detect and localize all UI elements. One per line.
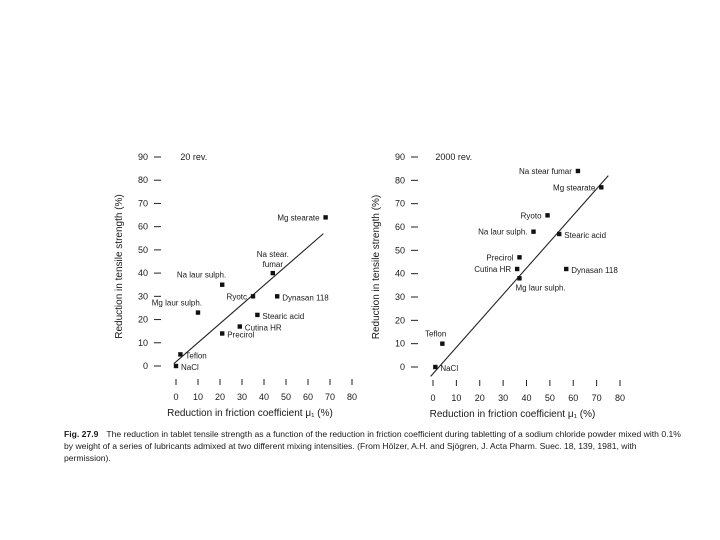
point-label-teflon: Teflon bbox=[185, 351, 206, 360]
y-tick-label: 0 bbox=[400, 362, 405, 372]
data-point-precirol bbox=[517, 255, 522, 260]
y-axis-label: Reduction in tensile strength (%) bbox=[371, 195, 382, 340]
y-tick-label: 30 bbox=[138, 291, 148, 301]
x-tick-label: 20 bbox=[475, 393, 485, 403]
data-point-mg-laur-sulph bbox=[195, 310, 201, 315]
x-tick-label: 30 bbox=[237, 392, 247, 402]
regression-line bbox=[173, 233, 324, 365]
x-tick-label: 80 bbox=[347, 392, 357, 402]
x-tick-label: 50 bbox=[281, 392, 291, 402]
point-label-dynasan-118: Dynasan 118 bbox=[282, 293, 329, 302]
y-tick-label: 80 bbox=[138, 175, 148, 185]
chart-panel-2000-rev: 0 10 20 30 40 50 60 70 80 90 0 10 20 30 40 50 60 70 80 2000… bbox=[371, 152, 625, 420]
point-label-nacl: NaCl bbox=[440, 364, 458, 373]
x-tick-label: 10 bbox=[193, 392, 203, 402]
y-tick-label: 70 bbox=[138, 198, 148, 208]
data-point-na-stear-fumar bbox=[575, 168, 581, 174]
data-point-na-laur-sulph bbox=[220, 282, 225, 287]
y-tick-label: 80 bbox=[395, 175, 405, 185]
x-tick-label: 60 bbox=[303, 392, 313, 402]
point-label-dynasan-118: Dynasan 118 bbox=[571, 266, 618, 275]
figure-number: Fig. 27.9 bbox=[64, 429, 99, 439]
point-label-ryoto: Ryoto bbox=[521, 211, 542, 220]
point-label-mg-laur-sulph: Mg laur sulph. bbox=[152, 299, 202, 308]
data-point-na-laur-sulph bbox=[531, 229, 536, 234]
data-point-ryotc bbox=[250, 294, 256, 299]
y-tick-label: 40 bbox=[138, 268, 148, 278]
y-tick-label: 10 bbox=[395, 339, 405, 349]
y-tick-label: 50 bbox=[138, 245, 148, 255]
chart-panel-20-rev: 0 10 20 30 40 50 60 70 80 90 0 10 20 30 40 50 60 70 80 20 r… bbox=[114, 152, 357, 419]
point-label-na-laur-sulph: Na laur sulph. bbox=[177, 271, 226, 280]
x-axis-label: Reduction in friction coefficient μ₁ (%) bbox=[167, 408, 333, 419]
y-tick-label: 20 bbox=[395, 315, 405, 325]
x-tick-label: 10 bbox=[451, 393, 461, 403]
y-tick-label: 20 bbox=[138, 315, 148, 325]
x-tick-label: 40 bbox=[521, 393, 531, 403]
data-point-mg-stearate bbox=[323, 215, 328, 220]
x-tick-label: 50 bbox=[545, 393, 555, 403]
y-tick-label: 0 bbox=[143, 361, 148, 371]
point-label-mg-laur-sulph: Mg laur sulph. bbox=[515, 283, 565, 292]
y-tick-label: 60 bbox=[395, 222, 405, 232]
x-tick-label: 40 bbox=[259, 392, 269, 402]
data-point-na-stear-fumar bbox=[270, 270, 275, 276]
y-axis-label: Reduction in tensile strength (%) bbox=[114, 194, 125, 339]
y-tick-label: 60 bbox=[138, 222, 148, 232]
data-point-mg-stearate bbox=[599, 185, 604, 190]
y-tick-label: 30 bbox=[395, 292, 405, 302]
regression-line bbox=[430, 175, 609, 377]
x-tick-label: 0 bbox=[430, 393, 435, 403]
y-tick-label: 10 bbox=[138, 338, 148, 348]
data-point-cutina-hr bbox=[514, 266, 520, 272]
data-point-dynasan-118 bbox=[564, 266, 569, 272]
point-label-precirol: Precirol bbox=[227, 330, 254, 339]
caption-text: The reduction in tablet tensile strength… bbox=[64, 429, 681, 463]
y-tick-label: 90 bbox=[138, 152, 148, 162]
figure-caption: Fig. 27.9 The reduction in tablet tensile… bbox=[64, 428, 684, 464]
point-label-cutina-hr: Cutina HR bbox=[474, 265, 511, 274]
point-label-na-stear-fumar: Na stear. fumar bbox=[257, 250, 289, 269]
data-point-ryoto bbox=[545, 213, 550, 218]
x-tick-label: 60 bbox=[568, 393, 578, 403]
x-tick-label: 0 bbox=[173, 392, 178, 402]
point-label-stearic-acid: Stearic acid bbox=[262, 312, 304, 321]
point-label-cutina-hr: Cutina HR bbox=[245, 324, 282, 333]
data-point-dynasan-118 bbox=[275, 294, 280, 299]
y-tick-label: 40 bbox=[395, 269, 405, 279]
y-tick-label: 50 bbox=[395, 245, 405, 255]
point-label-mg-stearate: Mg stearate bbox=[553, 183, 596, 192]
data-point-stearic-acid bbox=[557, 231, 562, 237]
data-point-stearic-acid bbox=[255, 312, 260, 318]
data-point-nacl bbox=[433, 364, 438, 370]
x-axis-label: Reduction in friction coefficient μ₁ (%) bbox=[430, 409, 596, 420]
figure-27-9: 0 10 20 30 40 50 60 70 80 90 0 10 20 30 40 50 60 70 80 20 r… bbox=[114, 152, 625, 420]
data-point-nacl bbox=[173, 363, 179, 369]
data-point-cutina-hr bbox=[237, 324, 242, 329]
point-label-ryotc: Ryotc bbox=[227, 292, 247, 301]
point-label-na-laur-sulph: Na laur sulph. bbox=[478, 228, 527, 237]
x-tick-label: 80 bbox=[615, 393, 625, 403]
y-tick-label: 90 bbox=[395, 152, 405, 162]
panel-title: 2000 rev. bbox=[435, 152, 472, 162]
x-tick-label: 70 bbox=[592, 393, 602, 403]
data-point-mg-laur-sulph bbox=[517, 276, 522, 281]
panel-title: 20 rev. bbox=[180, 152, 207, 162]
point-label-nacl: NaCl bbox=[181, 363, 199, 372]
data-point-teflon bbox=[178, 352, 183, 357]
point-label-na-stear-fumar: Na stear fumar bbox=[519, 167, 572, 176]
point-label-teflon: Teflon bbox=[425, 330, 446, 339]
x-tick-label: 30 bbox=[498, 393, 508, 403]
y-tick-label: 70 bbox=[395, 199, 405, 209]
point-label-mg-stearate: Mg stearate bbox=[277, 213, 320, 222]
point-label-stearic-acid: Stearic acid bbox=[564, 231, 606, 240]
data-point-precirol bbox=[220, 331, 225, 336]
point-label-precirol: Precirol bbox=[486, 253, 513, 262]
x-tick-label: 70 bbox=[325, 392, 335, 402]
x-tick-label: 20 bbox=[215, 392, 225, 402]
data-point-teflon bbox=[440, 341, 445, 346]
